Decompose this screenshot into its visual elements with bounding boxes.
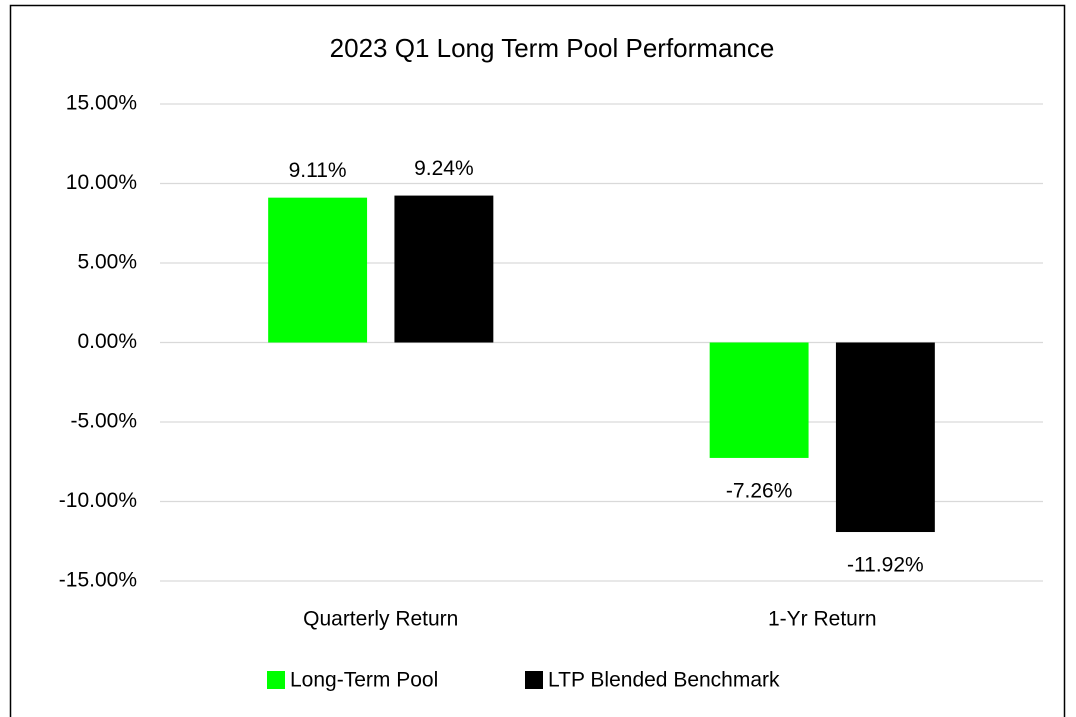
- bar: [835, 342, 935, 533]
- chart-title: 2023 Q1 Long Term Pool Performance: [330, 33, 775, 63]
- x-tick-label: 1-Yr Return: [768, 608, 877, 631]
- bar: [268, 197, 368, 343]
- bar: [394, 195, 494, 343]
- data-label: -7.26%: [726, 479, 793, 502]
- y-tick-label: 5.00%: [77, 251, 137, 274]
- legend-swatch: [267, 671, 285, 689]
- data-label: 9.24%: [414, 157, 474, 180]
- y-tick-label: -15.00%: [59, 569, 137, 592]
- y-tick-label: -10.00%: [59, 489, 137, 512]
- data-label: 9.11%: [289, 159, 347, 182]
- legend-label: Long-Term Pool: [290, 669, 438, 692]
- y-tick-label: -5.00%: [70, 410, 137, 433]
- y-tick-label: 0.00%: [77, 330, 137, 353]
- legend-label: LTP Blended Benchmark: [548, 669, 780, 692]
- legend-swatch: [525, 671, 543, 689]
- y-tick-label: 15.00%: [66, 92, 137, 115]
- data-label: -11.92%: [847, 554, 924, 577]
- y-tick-label: 10.00%: [66, 171, 137, 194]
- bar: [709, 342, 809, 458]
- x-tick-label: Quarterly Return: [303, 608, 458, 631]
